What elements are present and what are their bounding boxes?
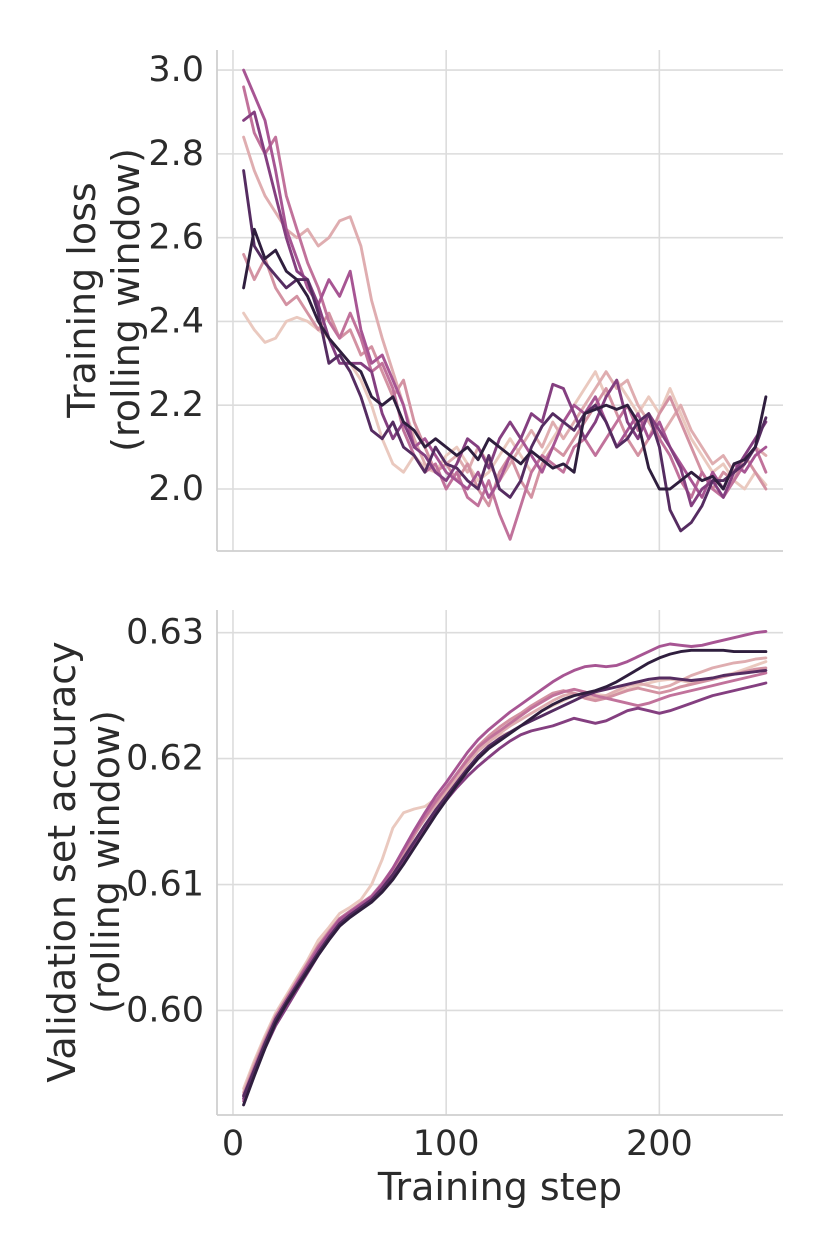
series-line bbox=[242, 629, 768, 1103]
y-tick-label: 2.0 bbox=[148, 469, 204, 509]
x-axis-label: Training step bbox=[377, 1165, 623, 1209]
series-line bbox=[242, 666, 768, 1101]
series-line bbox=[242, 227, 768, 491]
y-tick-label: 0.61 bbox=[126, 865, 204, 905]
validation-accuracy-y-axis-label: Validation set accuracy (rolling window) bbox=[39, 641, 128, 1083]
x-tick-label: 200 bbox=[626, 1124, 693, 1164]
series-line bbox=[242, 668, 768, 1098]
series-line bbox=[242, 68, 768, 499]
x-tick-label: 0 bbox=[222, 1124, 244, 1164]
y-tick-label: 0.62 bbox=[126, 739, 204, 779]
y-tick-label: 0.60 bbox=[126, 990, 204, 1030]
series-line bbox=[242, 252, 768, 508]
y-tick-label: 2.2 bbox=[148, 385, 204, 425]
y-tick-label: 2.6 bbox=[148, 218, 204, 258]
x-tick-label: 100 bbox=[413, 1124, 480, 1164]
y-tick-label: 2.8 bbox=[148, 134, 204, 174]
series-line bbox=[242, 85, 768, 541]
y-tick-label: 0.63 bbox=[126, 613, 204, 653]
y-tick-label: 3.0 bbox=[148, 50, 204, 90]
series-line bbox=[242, 135, 768, 483]
training-loss-y-axis-label: Training loss (rolling window) bbox=[59, 148, 148, 452]
series-line bbox=[242, 169, 768, 533]
y-tick-label: 2.4 bbox=[148, 301, 204, 341]
series-line bbox=[242, 648, 768, 1107]
series-line bbox=[242, 681, 768, 1101]
